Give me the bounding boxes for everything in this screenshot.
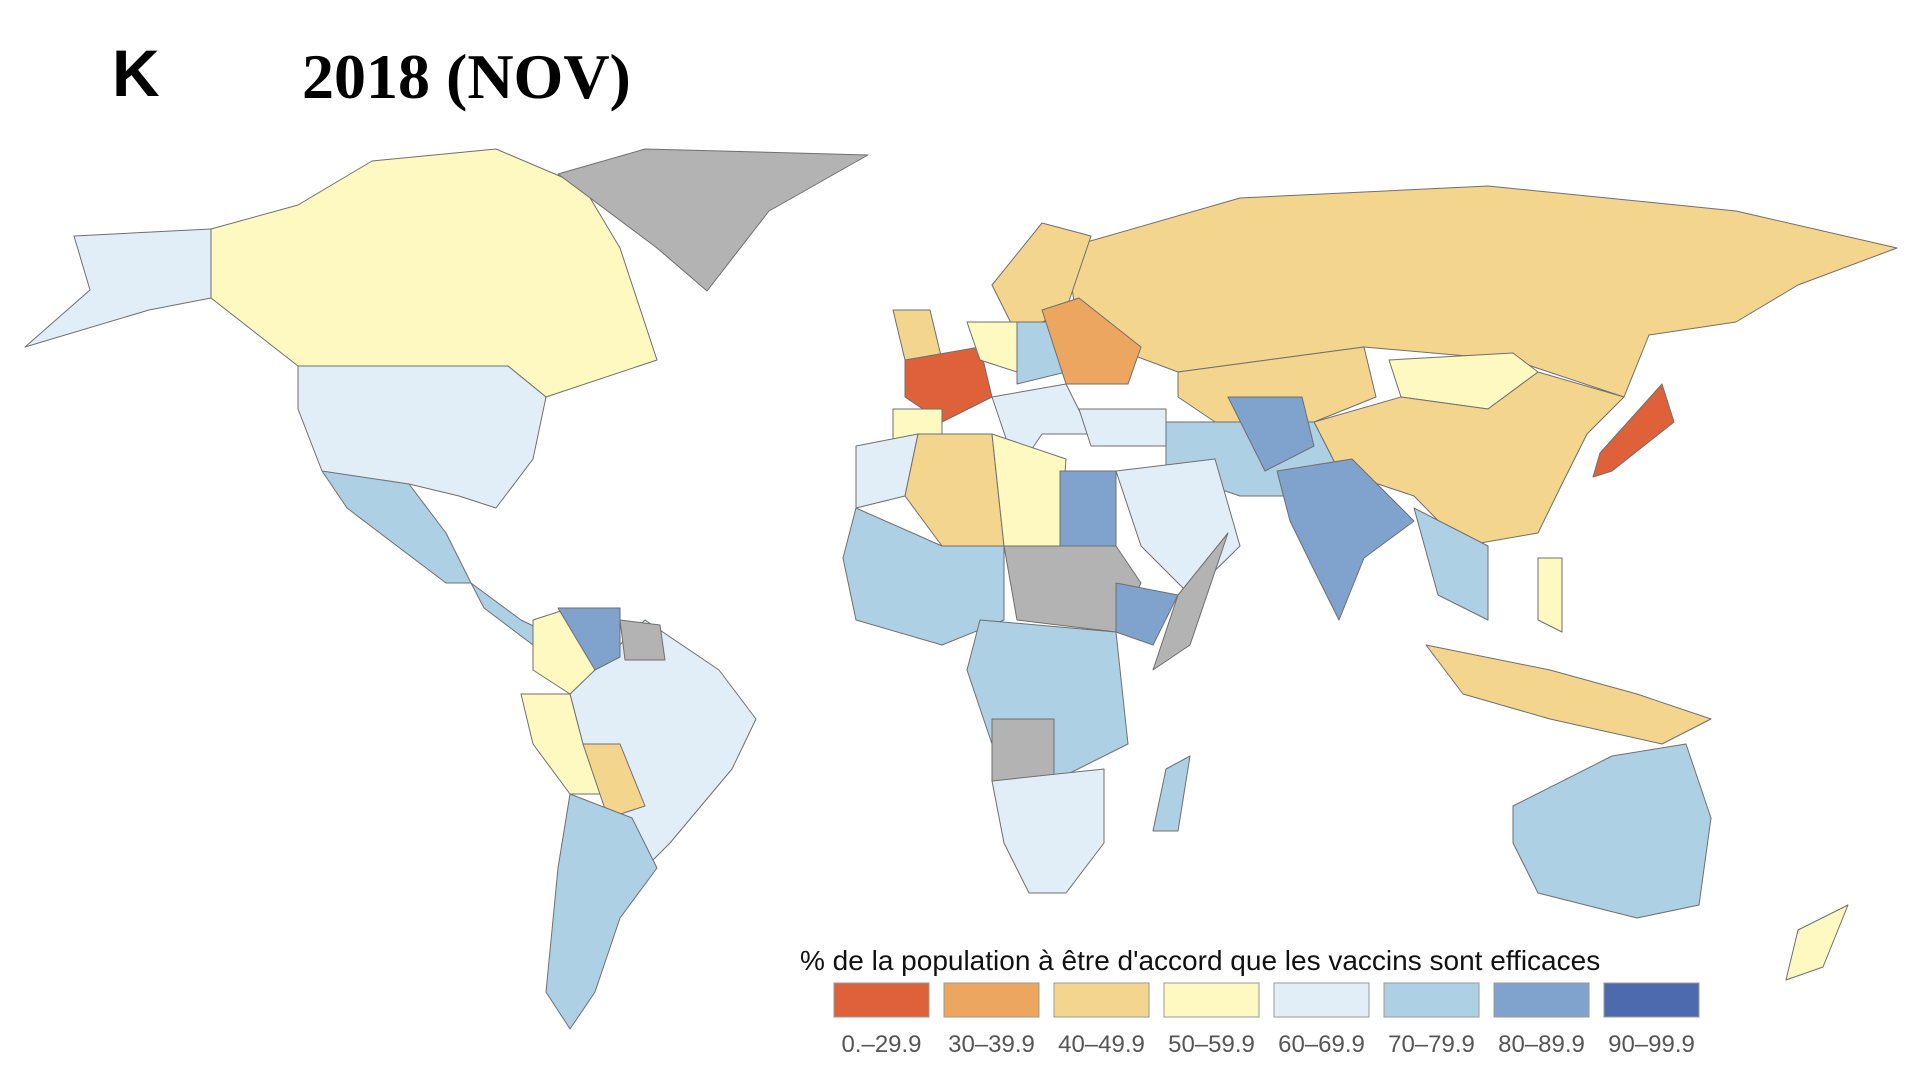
legend-title: % de la population à être d'accord que l… — [800, 945, 1600, 976]
region — [1537, 557, 1563, 633]
region — [904, 433, 1005, 547]
region — [892, 309, 943, 361]
region — [1152, 755, 1191, 832]
region — [1425, 644, 1712, 745]
region — [557, 607, 621, 671]
legend-label: 60–69.9 — [1278, 1031, 1365, 1058]
region — [1041, 297, 1142, 385]
map-title: 2018 (NOV) — [302, 41, 631, 112]
legend-label: 80–89.9 — [1498, 1031, 1585, 1058]
region — [1512, 743, 1712, 919]
legend-label: 0.–29.9 — [841, 1031, 921, 1058]
region — [842, 507, 1005, 646]
region — [321, 470, 472, 584]
region — [1115, 582, 1179, 646]
legend-label: 50–59.9 — [1168, 1031, 1255, 1058]
legend-swatch — [1493, 982, 1590, 1018]
region — [904, 346, 993, 423]
region — [619, 619, 666, 661]
legend-label: 70–79.9 — [1388, 1031, 1475, 1058]
legend: 0.–29.9 30–39.9 40–49.9 50–59.9 60–69.9 70–79… — [833, 982, 1700, 1058]
panel-label: K — [112, 36, 160, 110]
region — [1059, 470, 1117, 547]
region — [1785, 904, 1849, 981]
region — [1152, 532, 1229, 671]
region — [24, 228, 212, 348]
legend-swatch — [1163, 982, 1260, 1018]
region — [1276, 458, 1415, 621]
region — [1313, 371, 1625, 547]
legend-swatch — [1603, 982, 1700, 1018]
region — [297, 365, 547, 509]
region — [991, 768, 1105, 894]
region — [545, 793, 658, 1030]
legend-label: 90–99.9 — [1608, 1031, 1695, 1058]
region — [582, 743, 646, 819]
legend-swatch — [1383, 982, 1480, 1018]
region — [1413, 507, 1489, 621]
region — [1592, 383, 1675, 478]
region — [1078, 408, 1167, 447]
region — [991, 718, 1055, 782]
legend-label: 40–49.9 — [1058, 1031, 1145, 1058]
legend-swatch — [1273, 982, 1370, 1018]
region — [557, 148, 869, 292]
legend-swatch — [1053, 982, 1150, 1018]
world-map — [24, 148, 1898, 1030]
region — [1227, 396, 1315, 472]
region — [991, 433, 1067, 547]
legend-swatch — [943, 982, 1040, 1018]
legend-swatch — [833, 982, 930, 1018]
region — [210, 148, 658, 398]
legend-label: 30–39.9 — [948, 1031, 1035, 1058]
